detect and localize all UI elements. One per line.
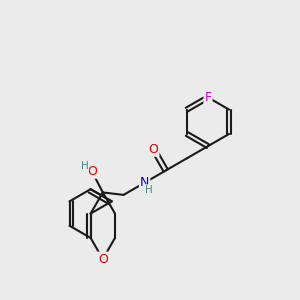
Text: O: O bbox=[87, 165, 97, 178]
Text: F: F bbox=[204, 91, 211, 104]
Text: O: O bbox=[98, 253, 108, 266]
Text: H: H bbox=[145, 185, 152, 195]
Text: O: O bbox=[148, 143, 158, 156]
Text: H: H bbox=[80, 161, 88, 171]
Text: N: N bbox=[140, 176, 149, 189]
